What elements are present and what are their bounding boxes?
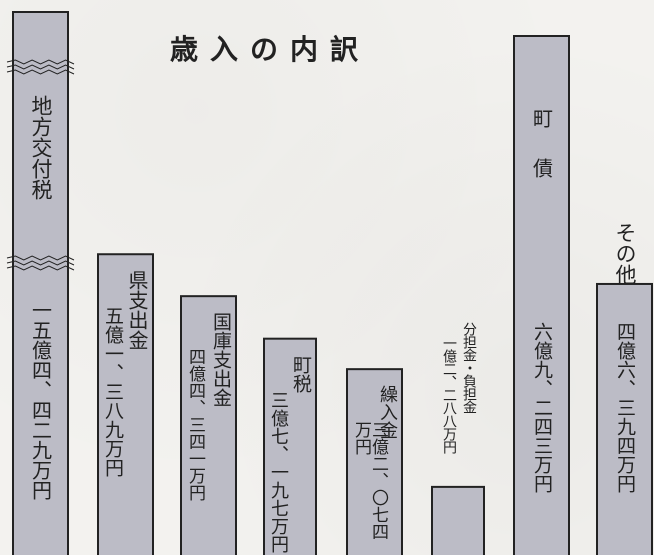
bar-category-label: その他 [613, 222, 637, 285]
bar-category-label: 町債 [529, 108, 554, 208]
bar-amount-label: 三億二、〇七四万円 [351, 421, 388, 541]
bar-2 [180, 295, 237, 555]
bar-category-label: 分担金・負担金 [461, 322, 477, 413]
bar-category-label: 国庫支出金 [210, 312, 232, 408]
bar-amount-label: 三億七、一九七万円 [268, 390, 289, 553]
axis-break-mark [6, 69, 75, 75]
bar-amount-label: 四億四、三四一万円 [185, 348, 205, 502]
axis-break-mark [6, 265, 75, 271]
axis-break-mark [6, 260, 75, 266]
chart-title: 歳入の内訳 [170, 33, 371, 66]
bar-amount-label: 四億六、三九四万円 [614, 322, 636, 493]
bar-4 [346, 368, 403, 555]
bar-amount-label: 六億九、二四三万円 [531, 322, 553, 493]
bar-amount-label: 一億二、二八八万円 [441, 336, 457, 453]
bar-amount-label: 五億一、三八九万円 [102, 306, 124, 478]
axis-break-mark [6, 59, 75, 65]
bar-amount-label: 一五億四、四二九万円 [28, 300, 53, 500]
bar-category-label: 県支出金 [125, 270, 149, 351]
bar-category-label: 繰入金 [377, 385, 398, 440]
bar-5 [431, 485, 485, 555]
bar-3 [263, 337, 317, 555]
bar-1 [97, 253, 154, 555]
bar-7 [596, 282, 653, 555]
bar-6 [513, 35, 570, 555]
bar-category-label: 地方交付税 [29, 95, 53, 200]
bar-0 [12, 11, 69, 555]
bar-category-label: 町税 [290, 354, 312, 393]
axis-break-mark [6, 255, 75, 261]
axis-break-mark [6, 64, 75, 70]
